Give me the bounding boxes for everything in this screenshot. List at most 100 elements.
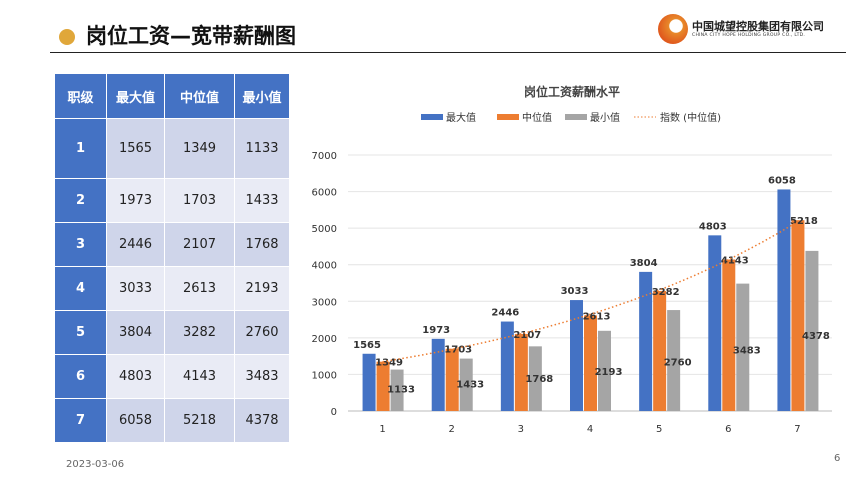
table-row: 2 1973 1703 1433 <box>54 178 290 223</box>
y-tick-label: 3000 <box>312 297 337 308</box>
trendline <box>382 221 798 363</box>
page-title: 岗位工资—宽带薪酬图 <box>86 24 296 48</box>
x-tick-label: 3 <box>518 424 524 435</box>
value-cell: 5218 <box>164 398 235 443</box>
x-tick-label: 7 <box>794 424 800 435</box>
chart-title: 岗位工资薪酬水平 <box>524 84 620 99</box>
value-cell: 2107 <box>164 222 235 267</box>
value-cell: 4803 <box>106 354 165 399</box>
legend-swatch <box>421 114 443 120</box>
bar <box>639 271 653 411</box>
data-label: 1133 <box>387 384 415 395</box>
grade-cell: 6 <box>54 354 107 399</box>
bar <box>362 353 376 411</box>
logo-mark-icon <box>658 14 688 44</box>
x-tick-label: 4 <box>587 424 593 435</box>
data-label: 1433 <box>456 379 484 390</box>
page-number: 6 <box>834 453 841 464</box>
bar <box>514 333 528 411</box>
value-cell: 1349 <box>164 118 235 179</box>
col-header: 中位值 <box>164 73 235 119</box>
value-cell: 4378 <box>234 398 290 443</box>
data-label: 5218 <box>790 216 818 227</box>
logo-subtext: CHINA CITY HOPE HOLDING GROUP CO., LTD. <box>692 32 806 38</box>
x-tick-label: 5 <box>656 424 662 435</box>
table-row: 6 4803 4143 3483 <box>54 354 290 399</box>
bar <box>376 361 390 411</box>
table-row: 4 3033 2613 2193 <box>54 266 290 311</box>
bar <box>667 310 681 411</box>
value-cell: 3483 <box>234 354 290 399</box>
value-cell: 1768 <box>234 222 290 267</box>
data-label: 1349 <box>375 358 403 369</box>
data-label: 2760 <box>664 358 692 369</box>
data-label: 6058 <box>768 175 796 186</box>
table-row: 1 1565 1349 1133 <box>54 118 290 179</box>
bar <box>570 300 583 411</box>
data-label: 3282 <box>652 287 680 298</box>
table-row: 7 6058 5218 4378 <box>54 398 290 443</box>
value-cell: 1565 <box>106 118 165 179</box>
bar <box>653 290 667 411</box>
data-label: 1565 <box>353 340 381 351</box>
grade-cell: 7 <box>54 398 107 443</box>
data-label: 1768 <box>525 374 553 385</box>
legend-label: 中位值 <box>522 111 552 124</box>
value-cell: 2613 <box>164 266 235 311</box>
bar <box>431 338 445 411</box>
data-label: 4803 <box>699 221 727 232</box>
company-logo: 中国城望控股集团有限公司 CHINA CITY HOPE HOLDING GRO… <box>658 14 824 44</box>
legend-swatch <box>497 114 519 120</box>
bar <box>500 321 514 411</box>
value-cell: 1133 <box>234 118 290 179</box>
value-cell: 1433 <box>234 178 290 223</box>
bar <box>584 315 597 411</box>
legend-label: 最小值 <box>590 111 620 124</box>
value-cell: 2193 <box>234 266 290 311</box>
x-tick-label: 6 <box>725 424 731 435</box>
bar <box>390 369 404 411</box>
value-cell: 2760 <box>234 310 290 355</box>
y-tick-label: 1000 <box>312 370 337 381</box>
data-label: 2446 <box>491 308 519 319</box>
y-tick-label: 6000 <box>312 188 337 199</box>
salary-table: 职级 最大值 中位值 最小值 1 1565 1349 1133 2 1973 1703 143… <box>54 73 290 443</box>
data-label: 1703 <box>444 345 472 356</box>
value-cell: 2446 <box>106 222 165 267</box>
bar <box>708 235 722 411</box>
bar <box>777 189 791 411</box>
bar <box>736 283 750 411</box>
x-tick-label: 1 <box>379 424 385 435</box>
data-label: 3804 <box>630 258 658 269</box>
bar <box>805 250 819 411</box>
y-tick-label: 2000 <box>312 334 337 345</box>
bar <box>722 259 736 411</box>
bar <box>791 220 805 411</box>
title-divider <box>50 52 846 53</box>
bar <box>459 358 473 411</box>
data-label: 1973 <box>422 325 450 336</box>
grade-cell: 5 <box>54 310 107 355</box>
y-tick-label: 7000 <box>312 151 337 162</box>
bar <box>598 330 611 411</box>
grade-cell: 1 <box>54 118 107 179</box>
legend-swatch <box>565 114 587 120</box>
table-row: 5 3804 3282 2760 <box>54 310 290 355</box>
y-tick-label: 0 <box>331 407 337 418</box>
data-label: 3033 <box>561 286 589 297</box>
value-cell: 6058 <box>106 398 165 443</box>
value-cell: 1973 <box>106 178 165 223</box>
bar <box>528 346 542 411</box>
data-label: 4378 <box>802 331 830 342</box>
value-cell: 1703 <box>164 178 235 223</box>
footer-date: 2023-03-06 <box>66 459 125 470</box>
y-tick-label: 5000 <box>312 224 337 235</box>
y-tick-label: 4000 <box>312 261 337 272</box>
x-tick-label: 2 <box>449 424 455 435</box>
logo-text: 中国城望控股集团有限公司 <box>692 19 824 33</box>
legend-label: 最大值 <box>446 111 476 124</box>
grade-cell: 4 <box>54 266 107 311</box>
data-label: 4143 <box>721 255 749 266</box>
bar <box>445 348 459 411</box>
